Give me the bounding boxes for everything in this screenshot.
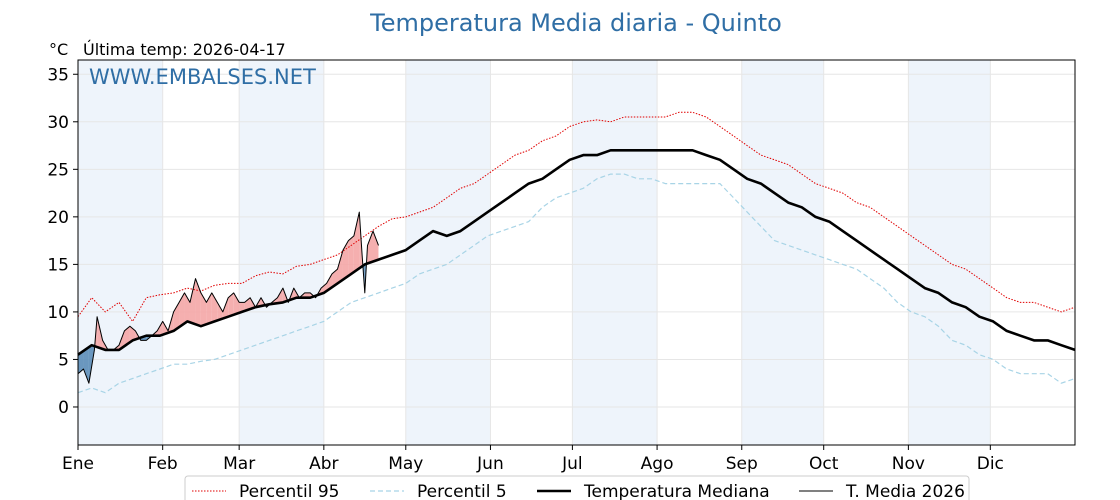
y-tick-label: 10 [47, 303, 69, 323]
x-tick-label: Feb [148, 454, 178, 474]
series-line-p95 [77, 111, 1076, 322]
above-median-fill [217, 302, 223, 321]
month-band [741, 60, 824, 445]
above-median-fill [228, 292, 234, 317]
y-tick-label: 5 [58, 350, 69, 370]
x-tick-label: Ago [641, 454, 674, 474]
watermark-text: WWW.EMBALSES.NET [89, 65, 316, 89]
below-median-fill [78, 350, 84, 374]
plot-area-frame [77, 59, 1076, 446]
x-tick-label: Abr [309, 454, 338, 474]
above-median-fill [348, 235, 354, 276]
above-median-fill [277, 288, 283, 304]
x-tick-label: Sep [726, 454, 758, 474]
legend-label-current: T. Media 2026 [845, 482, 965, 500]
above-median-fill [367, 231, 374, 264]
x-axis-ticks: Ene Feb Mar Abr May Jun Jul Ago Sep Oct Nov Dic [62, 445, 1004, 474]
x-tick-label: Jun [476, 454, 504, 474]
legend: Percentil 95 Percentil 5 Temperatura Med… [184, 475, 970, 500]
series-line-median [77, 149, 1076, 356]
last-temp-label: Última temp: 2026-04-17 [83, 40, 286, 59]
x-tick-label: Dic [977, 454, 1004, 474]
series-line-p5 [77, 173, 1076, 394]
month-band [405, 60, 491, 445]
below-median-fill [83, 347, 89, 384]
month-band [239, 60, 324, 445]
above-median-fill [244, 297, 251, 311]
x-tick-label: Mar [223, 454, 255, 474]
month-band [78, 60, 163, 445]
above-median-fill [222, 297, 229, 319]
above-median-fill [200, 292, 207, 327]
y-tick-label: 15 [47, 255, 69, 275]
series-line-current [77, 211, 379, 384]
x-tick-label: Oct [809, 454, 839, 474]
above-median-fill [233, 292, 240, 315]
above-median-fill [373, 231, 379, 262]
month-bands [78, 60, 991, 445]
y-tick-label: 0 [58, 398, 69, 418]
above-median-fill [332, 269, 338, 288]
grid-lines [77, 60, 1075, 445]
x-tick-label: Ene [62, 454, 94, 474]
above-median-fill [189, 278, 196, 325]
month-band [572, 60, 658, 445]
y-tick-label: 35 [47, 65, 69, 85]
x-tick-label: Nov [892, 454, 925, 474]
x-tick-label: Jul [561, 454, 583, 474]
chart-title: Temperatura Media diaria - Quinto [369, 9, 782, 37]
month-band [908, 60, 991, 445]
anomaly-fills [78, 212, 379, 384]
legend-box [184, 475, 970, 500]
y-tick-label: 30 [47, 113, 69, 133]
legend-label-p5: Percentil 5 [417, 482, 507, 500]
y-tick-label: 20 [47, 208, 69, 228]
y-axis-ticks: 0 5 10 15 20 25 30 35 [47, 65, 78, 418]
series-lines [77, 111, 1076, 394]
above-median-fill [124, 326, 130, 347]
unit-label: °C [49, 40, 68, 59]
y-tick-label: 25 [47, 160, 69, 180]
legend-label-median: Temperatura Mediana [583, 482, 770, 500]
legend-label-p95: Percentil 95 [239, 482, 339, 500]
above-median-fill [157, 321, 163, 336]
x-tick-label: May [388, 454, 423, 474]
above-median-fill [179, 292, 185, 328]
above-median-fill [337, 250, 343, 284]
above-median-fill [342, 240, 349, 280]
